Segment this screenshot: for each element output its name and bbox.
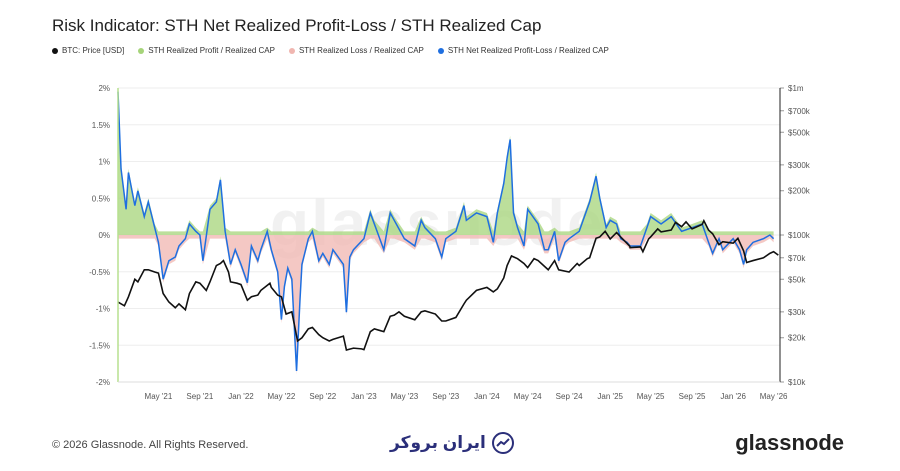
x-tick-label: May '23 — [390, 392, 418, 401]
x-tick-label: Jan '24 — [474, 392, 500, 401]
legend-label: STH Realized Profit / Realized CAP — [148, 46, 275, 55]
y-left-tick-label: -1.5% — [89, 341, 110, 350]
x-tick-label: Sep '23 — [432, 392, 459, 401]
legend-swatch — [52, 47, 58, 54]
axes: 2% 1.5% 1% 0.5% 0% -0.5% -1% -1.5% -2% $1m $700k $5… — [89, 84, 811, 401]
x-tick-label: May '24 — [514, 392, 542, 401]
y-right-tick-label: $50k — [788, 275, 806, 284]
y-right-tick-label: $20k — [788, 334, 806, 343]
x-tick-label: Sep '21 — [186, 392, 213, 401]
legend-swatch — [288, 47, 295, 54]
y-right-tick-label: $300k — [788, 161, 811, 170]
btc-price-line — [117, 218, 779, 352]
x-tick-label: Sep '25 — [679, 392, 706, 401]
y-right-tick-label: $700k — [788, 107, 811, 116]
sth-net-line — [117, 91, 775, 372]
legend: BTC: Price [USD] STH Realized Profit / R… — [52, 46, 609, 55]
legend-label: STH Realized Loss / Realized CAP — [298, 46, 424, 55]
y-right-tick-label: $10k — [788, 378, 806, 387]
x-tick-label: Jan '22 — [228, 392, 254, 401]
y-right-tick-label: $100k — [788, 231, 811, 240]
brand-logo: glassnode — [735, 430, 844, 455]
area-layer — [118, 88, 774, 375]
x-tick-label: May '22 — [268, 392, 296, 401]
partner-logo: ایران بروکر — [390, 432, 514, 454]
legend-item-sth-profit[interactable]: STH Realized Profit / Realized CAP — [138, 46, 275, 55]
x-tick-label: Sep '22 — [309, 392, 336, 401]
y-left-tick-label: 1% — [98, 158, 110, 167]
y-left-tick-label: -1% — [96, 305, 110, 314]
x-tick-label: May '26 — [760, 392, 788, 401]
y-left-tick-label: 0.5% — [92, 194, 110, 203]
legend-item-btc-price[interactable]: BTC: Price [USD] — [52, 46, 124, 55]
legend-swatch — [437, 47, 444, 54]
y-right-tick-label: $30k — [788, 308, 806, 317]
y-left-tick-label: 0% — [98, 231, 110, 240]
y-left-tick-label: -2% — [96, 378, 110, 387]
partner-name: ایران بروکر — [390, 433, 486, 452]
x-tick-label: May '25 — [637, 392, 665, 401]
sth-loss-area — [118, 235, 774, 375]
y-right-tick-label: $500k — [788, 128, 811, 137]
copyright-text: © 2026 Glassnode. All Rights Reserved. — [52, 439, 249, 451]
legend-item-sth-net[interactable]: STH Net Realized Profit-Loss / Realized … — [437, 46, 609, 55]
chart-title: Risk Indicator: STH Net Realized Profit-… — [52, 16, 542, 35]
y-left-tick-label: 2% — [98, 84, 110, 93]
legend-item-sth-loss[interactable]: STH Realized Loss / Realized CAP — [288, 46, 424, 55]
line-layer — [117, 91, 779, 372]
legend-label: STH Net Realized Profit-Loss / Realized … — [447, 46, 609, 55]
x-tick-label: Jan '26 — [720, 392, 746, 401]
y-right-tick-label: $70k — [788, 254, 806, 263]
x-tick-label: May '21 — [145, 392, 173, 401]
y-left-tick-label: -0.5% — [89, 268, 110, 277]
trend-up-icon — [491, 432, 514, 454]
y-left-tick-label: 1.5% — [92, 121, 110, 130]
legend-label: BTC: Price [USD] — [62, 46, 125, 55]
x-tick-label: Sep '24 — [556, 392, 583, 401]
legend-swatch — [138, 47, 145, 54]
x-tick-label: Jan '23 — [351, 392, 377, 401]
y-right-tick-label: $1m — [788, 84, 804, 93]
y-right-tick-label: $200k — [788, 187, 811, 196]
x-tick-label: Jan '25 — [597, 392, 623, 401]
